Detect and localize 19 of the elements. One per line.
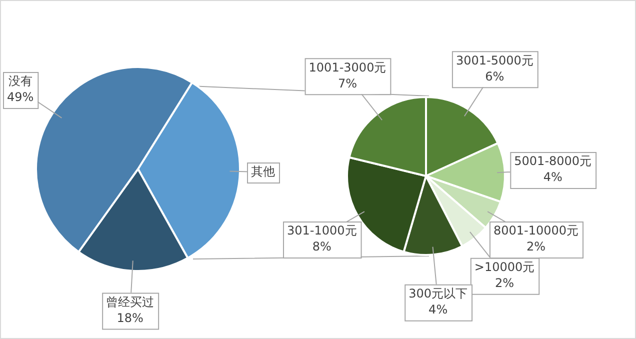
slice-label: 301-1000元	[286, 224, 357, 238]
data-label: 8%	[312, 240, 332, 254]
data-label: 2%	[494, 276, 514, 290]
slice-label: >10000元	[474, 260, 535, 274]
data-label: 18%	[116, 310, 144, 325]
slice-label: 没有	[8, 74, 32, 88]
data-label: 4%	[428, 302, 448, 317]
data-label: 4%	[543, 170, 562, 184]
slice-label: 300元以下	[408, 286, 468, 301]
slice-label: 8001-10000元	[493, 224, 579, 238]
data-label: 6%	[485, 69, 504, 84]
slice-label: 3001-5000元	[456, 53, 534, 68]
data-label: 49%	[7, 90, 34, 104]
slice-label: 1001-3000元	[308, 60, 386, 74]
slice-label: 其他	[251, 164, 275, 179]
slice-label: 曾经买过	[106, 294, 154, 309]
slice-label: 5001-8000元	[514, 154, 592, 168]
data-label: 2%	[526, 240, 546, 254]
data-label: 7%	[338, 76, 358, 90]
